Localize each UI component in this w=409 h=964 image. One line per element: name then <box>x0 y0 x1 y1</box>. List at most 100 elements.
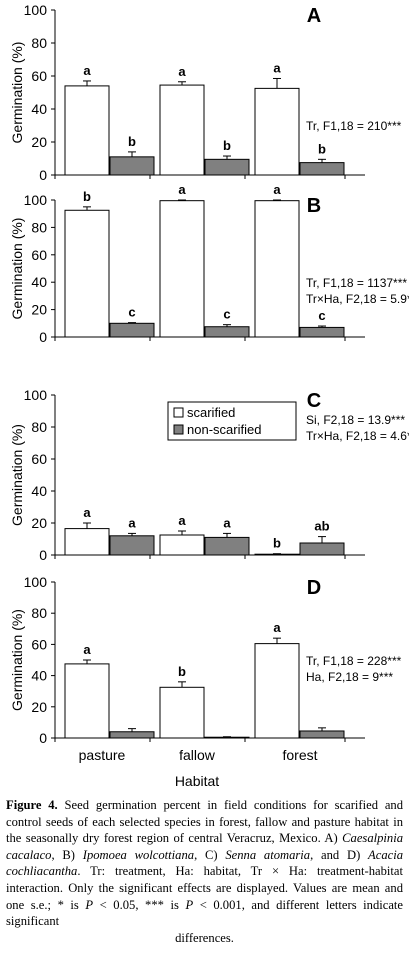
panel-c-y-tick-label: 60 <box>31 451 47 467</box>
panel-c-legend-swatch-non-scarified <box>173 424 184 435</box>
panel-b-significance-letter: c <box>223 307 230 322</box>
species-c: Senna atomaria <box>225 847 311 862</box>
panel-b-stat-2: Tr×Ha, F2,18 = 5.9* <box>306 292 409 306</box>
panel-c-y-tick-label: 80 <box>31 419 47 435</box>
panel-b-significance-letter: b <box>83 189 91 204</box>
panel-c-legend-box <box>167 401 297 441</box>
panel-d-y-tick-label: 0 <box>39 730 47 746</box>
species-b: Ipomoea wolcottiana <box>82 847 195 862</box>
caption-text: Seed germination percent in field condit… <box>6 798 404 846</box>
panel-d-bar-scarified-forest <box>254 643 300 739</box>
panel-b-y-axis-label: Germination (%) <box>9 218 25 320</box>
panel-d-bar-non-scarified-pasture <box>109 731 155 739</box>
panel-c-legend-label-non-scarified: non-scarified <box>187 422 261 437</box>
panel-d-x-tick-label: pasture <box>79 747 126 763</box>
panel-b-significance-letter: a <box>273 182 281 197</box>
panel-a-bar-non-scarified-forest <box>299 162 345 176</box>
panel-a-y-tick-label: 20 <box>31 134 47 150</box>
panel-b-y-tick-label: 0 <box>39 329 47 345</box>
panel-d-bar-scarified-pasture <box>64 663 110 739</box>
panel-b-y-tick-label: 40 <box>31 274 47 290</box>
panel-c-bar-non-scarified-forest <box>299 542 345 556</box>
panel-b-stat-1: Tr, F1,18 = 1137*** <box>306 276 407 290</box>
panel-a-y-tick-label: 100 <box>24 2 48 18</box>
panel-d-significance-letter: b <box>178 664 186 679</box>
figure-4-chart: 0 20 40 60 80 100 Germination (%) A Tr, F1,18 = … <box>9 2 409 789</box>
panel-a-bar-scarified-fallow <box>159 84 205 176</box>
panel-d-x-axis-label: Habitat <box>175 773 219 789</box>
panel-c-bar-non-scarified-fallow <box>204 536 250 556</box>
panel-c-letter: C <box>307 390 321 412</box>
panel-d-y-tick-label: 40 <box>31 668 47 684</box>
panel-c-y-tick-label: 20 <box>31 515 47 531</box>
panel-b-y-tick-label: 100 <box>24 192 48 208</box>
panel-b-significance-letter: a <box>178 182 186 197</box>
panel-a-bar-scarified-pasture <box>64 85 110 176</box>
panel-a-significance-letter: a <box>273 60 281 75</box>
panel-d-y-tick-label: 60 <box>31 636 47 652</box>
panel-a-y-tick-label: 80 <box>31 35 47 51</box>
panel-c-legend-label-scarified: scarified <box>187 405 235 420</box>
panel-d-y-axis-label: Germination (%) <box>9 609 25 711</box>
panel-a-significance-letter: b <box>318 141 326 156</box>
panel-b-bar-scarified-fallow <box>159 200 205 338</box>
panel-c-bar-non-scarified-pasture <box>109 535 155 556</box>
panel-a-y-axis-label: Germination (%) <box>9 42 25 144</box>
panel-c-significance-letter: a <box>128 515 136 530</box>
panel-d-bar-non-scarified-fallow <box>204 736 250 739</box>
panel-d-y-tick-label: 20 <box>31 699 47 715</box>
panel-b-y-tick-label: 80 <box>31 219 47 235</box>
panel-d-x-tick-label: forest <box>282 747 317 763</box>
panel-c-significance-letter: ab <box>314 519 329 534</box>
panel-d-significance-letter: a <box>273 620 281 635</box>
panel-c-y-tick-label: 0 <box>39 547 47 563</box>
panel-b-bar-non-scarified-fallow <box>204 326 250 338</box>
panel-a-letter: A <box>307 5 321 27</box>
panel-b-y-tick-label: 60 <box>31 247 47 263</box>
panel-d-x-tick-label: fallow <box>179 747 216 763</box>
panel-a-stat-1: Tr, F1,18 = 210*** <box>306 119 402 133</box>
panel-a-bar-non-scarified-fallow <box>204 158 250 176</box>
panel-c-y-axis-label: Germination (%) <box>9 424 25 526</box>
panel-c-bar-scarified-fallow <box>159 534 205 556</box>
species-d: Acacia cochliacantha <box>6 847 404 879</box>
panel-d-bar-scarified-fallow <box>159 686 205 739</box>
panel-b-letter: B <box>307 195 321 217</box>
panel-a-significance-letter: b <box>128 134 136 149</box>
panel-b-significance-letter: c <box>318 308 325 323</box>
panel-d-y-tick-label: 80 <box>31 605 47 621</box>
panel-c-significance-letter: b <box>273 536 281 551</box>
panel-a-bar-scarified-forest <box>254 87 300 176</box>
panel-c-stat-1: Si, F2,18 = 13.9*** <box>306 413 405 427</box>
panel-c-bar-scarified-forest <box>254 553 300 556</box>
panel-a-bar-non-scarified-pasture <box>109 156 155 176</box>
panel-d-letter: D <box>307 577 321 599</box>
panel-b-y-tick-label: 20 <box>31 302 47 318</box>
figure-caption: Figure 4. Seed germination percent in fi… <box>6 798 404 945</box>
panel-a-significance-letter: b <box>223 138 231 153</box>
panel-c-bar-scarified-pasture <box>64 528 110 556</box>
caption-label: Figure 4. <box>6 798 58 812</box>
panel-a-y-tick-label: 60 <box>31 68 47 84</box>
species-a: Caesalpinia cacalaco <box>6 831 403 862</box>
panel-d-stat-1: Tr, F1,18 = 228*** <box>306 654 402 668</box>
panel-d-y-tick-label: 100 <box>24 574 48 590</box>
panel-b-bar-scarified-forest <box>254 200 300 338</box>
panel-a-significance-letter: a <box>83 63 91 78</box>
panel-b-bar-scarified-pasture <box>64 209 110 338</box>
panel-c-y-tick-label: 100 <box>24 387 48 403</box>
panel-d-significance-letter: a <box>83 642 91 657</box>
panel-c-y-tick-label: 40 <box>31 483 47 499</box>
panel-c-significance-letter: a <box>83 505 91 520</box>
panel-b-bar-non-scarified-forest <box>299 326 345 338</box>
panel-c-legend-swatch-scarified <box>173 407 184 418</box>
caption-last-line: differences. <box>175 930 234 945</box>
panel-b-bar-non-scarified-pasture <box>109 322 155 338</box>
panel-c-significance-letter: a <box>223 515 231 530</box>
panel-a-significance-letter: a <box>178 64 186 79</box>
panel-c-stat-2: Tr×Ha, F2,18 = 4.6* <box>306 429 409 443</box>
panel-c-significance-letter: a <box>178 513 186 528</box>
panel-d-bar-non-scarified-forest <box>299 730 345 739</box>
panel-b-significance-letter: c <box>128 305 135 320</box>
panel-a-y-tick-label: 40 <box>31 101 47 117</box>
